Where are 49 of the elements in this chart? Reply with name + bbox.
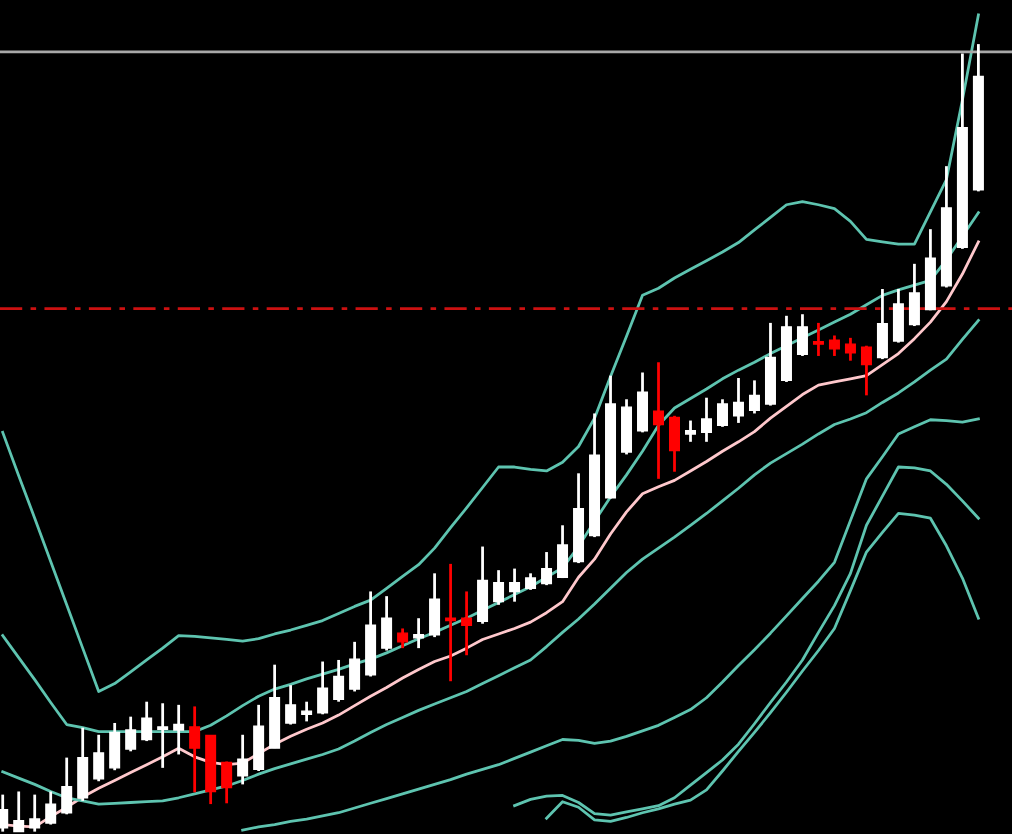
- candlestick: [125, 715, 137, 753]
- candlestick: [61, 756, 73, 816]
- candlestick: [461, 590, 473, 657]
- candlestick: [109, 721, 121, 772]
- candlestick: [653, 360, 665, 481]
- candlestick: [93, 733, 105, 783]
- candlestick: [221, 760, 233, 805]
- candlestick: [796, 312, 808, 358]
- candlestick: [13, 790, 25, 834]
- candlestick: [685, 419, 696, 444]
- candlestick: [764, 321, 776, 407]
- candlestick: [45, 790, 57, 826]
- candlestick: [669, 414, 681, 474]
- candlestick: [908, 262, 920, 328]
- candlestick: [253, 703, 265, 773]
- candlestick: [716, 397, 728, 429]
- candlestick: [637, 371, 649, 434]
- candlestick: [701, 396, 712, 444]
- candlestick: [429, 571, 441, 639]
- candlestick: [413, 616, 425, 650]
- candlestick: [541, 550, 553, 587]
- candlestick: [892, 287, 904, 344]
- candlestick: [77, 726, 89, 803]
- candlestick: [317, 660, 329, 716]
- candlestick: [141, 700, 153, 743]
- candlestick: [189, 705, 201, 794]
- candlestick: [860, 344, 872, 397]
- candlestick: [748, 378, 760, 415]
- candlestick: [732, 376, 744, 425]
- candlestick: [477, 545, 489, 626]
- candlestick: [333, 658, 345, 704]
- candlestick: [237, 733, 249, 786]
- candlestick: [509, 567, 521, 604]
- candlestick: [828, 334, 840, 358]
- candlestick: [349, 640, 361, 693]
- candlestick: [397, 627, 409, 650]
- candlestick: [173, 703, 185, 756]
- candlestick: [557, 523, 569, 580]
- candlestick: [0, 793, 9, 834]
- candlestick: [29, 793, 41, 834]
- candlestick: [301, 700, 313, 723]
- candlestick: [381, 594, 393, 652]
- candlestick: [812, 321, 824, 358]
- candlestick: [285, 683, 297, 726]
- candlestick: [844, 336, 856, 363]
- candlestick: [157, 701, 169, 770]
- candlestick: [876, 287, 888, 361]
- candlestick: [621, 397, 633, 456]
- candlestick: [493, 568, 505, 607]
